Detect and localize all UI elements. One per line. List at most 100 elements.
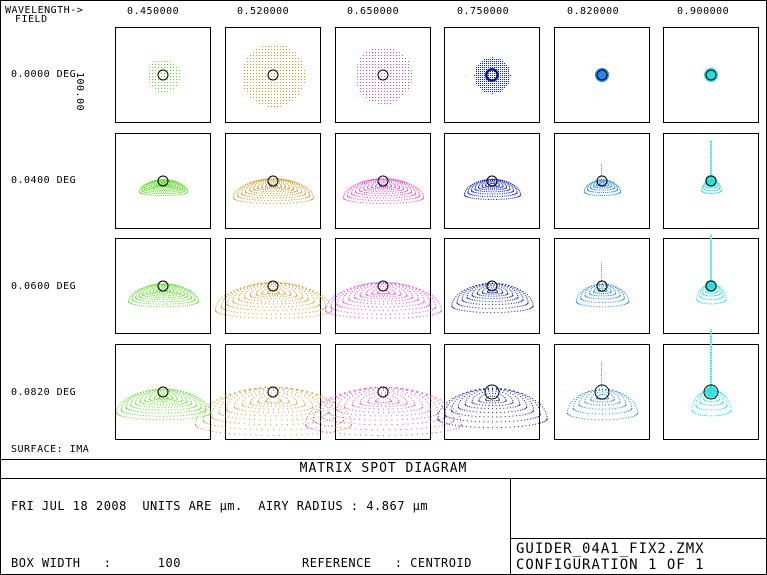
scale-bar-label: 100.00	[74, 72, 85, 112]
spot-cell-r3-c4	[444, 238, 540, 334]
spot-box	[554, 238, 650, 334]
spot-box	[444, 238, 540, 334]
spot-points	[215, 281, 332, 319]
spot-box	[554, 133, 650, 229]
spot-cell-r2-c1	[115, 133, 211, 229]
date-units-line: FRI JUL 18 2008 UNITS ARE µm. AIRY RADIU…	[11, 499, 429, 513]
airy-disk-circle	[703, 384, 719, 400]
spot-cell-r1-c6	[663, 27, 759, 123]
spot-cell-r1-c2	[225, 27, 321, 123]
spot-cell-r3-c6	[663, 234, 759, 334]
spot-cell-r4-c5	[554, 344, 650, 440]
spot-box	[115, 238, 211, 334]
spot-cell-r3-c5	[554, 238, 650, 334]
spot-box	[225, 238, 321, 334]
field-row-1: 0.0000 DEG	[11, 69, 77, 80]
spot-box	[335, 27, 431, 123]
spot-points	[305, 386, 462, 436]
airy-disk-circle	[596, 280, 608, 292]
spot-cell-r4-c1	[115, 344, 211, 440]
spot-box	[115, 133, 211, 229]
spot-points	[325, 281, 442, 319]
spot-points	[343, 178, 424, 204]
spot-points	[116, 388, 211, 421]
reference-line: REFERENCE : CENTROID	[302, 556, 472, 570]
spot-cell-r2-c5	[554, 133, 650, 229]
spot-box	[225, 344, 321, 440]
spot-box	[115, 27, 211, 123]
airy-disk-circle	[486, 280, 498, 292]
field-row-3: 0.0600 DEG	[11, 281, 77, 292]
spot-box	[444, 27, 540, 123]
spot-cell-r3-c3	[325, 238, 442, 334]
spot-points	[128, 283, 199, 308]
airy-disk-circle	[377, 280, 389, 292]
spot-points	[195, 386, 352, 436]
surface-label: SURFACE: IMA	[11, 444, 90, 455]
airy-disk-circle	[486, 175, 498, 187]
spot-points	[244, 46, 305, 107]
spot-cell-r1-c4	[444, 27, 540, 123]
airy-disk-circle	[157, 175, 169, 187]
wavelength-col-3: 0.650000	[347, 6, 400, 17]
spot-points	[575, 262, 630, 308]
spot-points	[149, 61, 180, 92]
spot-points	[451, 282, 534, 314]
spot-cell-r4-c3	[305, 344, 462, 440]
spot-cell-r2-c6	[663, 133, 759, 229]
airy-disk-circle	[267, 69, 279, 81]
spot-box	[225, 27, 321, 123]
spot-points	[464, 178, 521, 200]
spot-points	[233, 178, 314, 204]
airy-disk-circle	[377, 175, 389, 187]
airy-disk-circle	[377, 386, 389, 398]
spot-box	[554, 27, 650, 123]
field-row-4: 0.0820 DEG	[11, 387, 77, 398]
spot-cell-r2-c3	[335, 133, 431, 229]
spot-cell-r1-c3	[335, 27, 431, 123]
box-width-line: BOX WIDTH : 100	[11, 556, 181, 570]
spot-box	[444, 344, 540, 440]
spot-box	[335, 133, 431, 229]
file-name: GUIDER_04A1_FIX2.ZMX	[516, 541, 705, 557]
airy-disk-circle	[486, 69, 498, 81]
spot-cell-r4-c2	[195, 344, 352, 440]
spot-points	[566, 361, 639, 421]
airy-disk-circle	[705, 175, 717, 187]
airy-disk-circle	[157, 69, 169, 81]
configuration-label: CONFIGURATION 1 OF 1	[516, 557, 705, 573]
airy-disk-circle	[596, 175, 608, 187]
spot-points	[139, 179, 188, 196]
spot-box	[663, 27, 759, 123]
airy-disk-circle	[377, 69, 389, 81]
wavelength-col-4: 0.750000	[457, 6, 510, 17]
wavelength-col-5: 0.820000	[567, 6, 620, 17]
spot-box	[444, 133, 540, 229]
spot-cell-r4-c4	[437, 344, 548, 440]
spot-box	[663, 133, 759, 229]
wavelength-label: WAVELENGTH->	[5, 5, 84, 16]
spot-cell-r1-c5	[554, 27, 650, 123]
spot-cell-r1-c1	[115, 27, 211, 123]
spot-grid	[115, 27, 759, 440]
diagram-title: MATRIX SPOT DIAGRAM	[299, 461, 468, 476]
spot-points	[357, 49, 412, 104]
spot-cell-r4-c6	[663, 329, 759, 440]
spot-points	[691, 329, 732, 417]
airy-disk-circle	[594, 384, 610, 400]
wavelength-col-2: 0.520000	[237, 6, 290, 17]
airy-disk-circle	[484, 384, 500, 400]
airy-disk-circle	[267, 280, 279, 292]
airy-disk-circle	[157, 386, 169, 398]
spot-cell-r2-c2	[225, 133, 321, 229]
spot-points	[437, 387, 548, 429]
spot-box	[225, 133, 321, 229]
spot-cell-r3-c1	[115, 238, 211, 334]
wavelength-col-1: 0.450000	[127, 6, 180, 17]
spot-points	[696, 234, 727, 305]
spot-cell-r2-c4	[444, 133, 540, 229]
field-row-2: 0.0400 DEG	[11, 175, 77, 186]
airy-disk-circle	[705, 280, 717, 292]
spot-box	[115, 344, 211, 440]
